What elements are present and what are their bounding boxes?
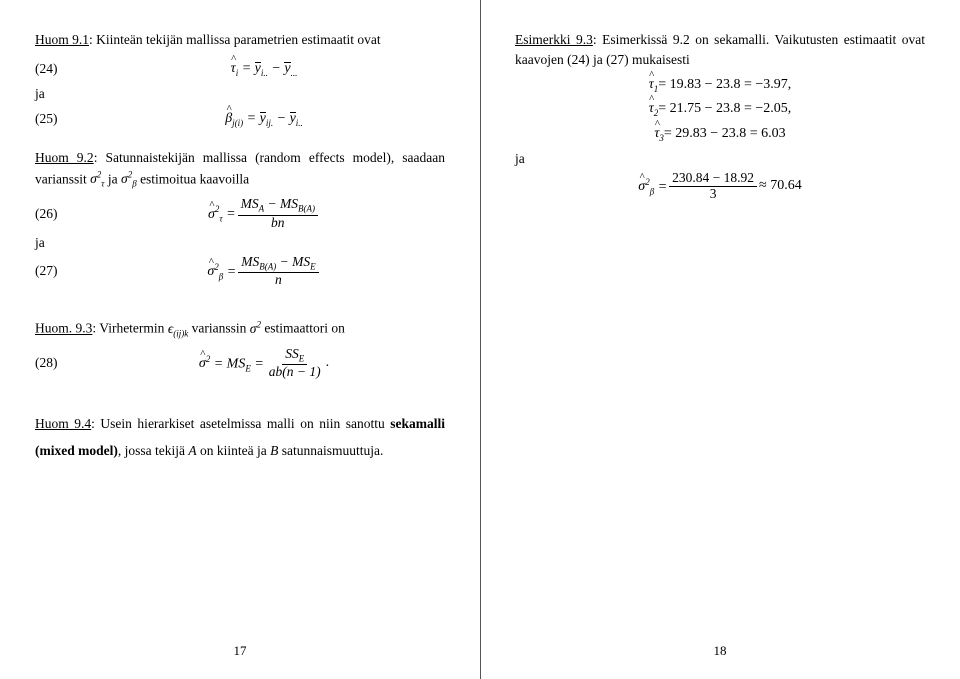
- eq27-row: (27) σ2β = MSB(A) − MSE n: [35, 255, 445, 288]
- eq28-num: (28): [35, 355, 83, 371]
- tau2-eq: τ2 = 21.75 − 23.8 = −2.05,: [515, 101, 925, 118]
- eq24-row: (24) τi = yi.. − y...: [35, 56, 445, 82]
- huom91: Huom 9.1: Kiinteän tekijän mallissa para…: [35, 30, 445, 50]
- ja-2: ja: [35, 235, 445, 251]
- eq25-row: (25) βj(i) = yij. − yi..: [35, 106, 445, 132]
- huom93-label: Huom. 9.3: [35, 321, 92, 336]
- esim-label: Esimerkki 9.3: [515, 32, 593, 47]
- huom94-label: Huom 9.4: [35, 416, 91, 431]
- eq28-body: σ2 = MSE = SSE ab(n − 1) .: [83, 347, 445, 380]
- huom93: Huom. 9.3: Virhetermin ϵ(ij)k varianssin…: [35, 318, 445, 341]
- esim93: Esimerkki 9.3: Esimerkissä 9.2 on sekama…: [515, 30, 925, 71]
- ja-right: ja: [515, 151, 925, 167]
- eq25-body: βj(i) = yij. − yi..: [83, 111, 445, 128]
- eq28-row: (28) σ2 = MSE = SSE ab(n − 1) .: [35, 347, 445, 380]
- eq27-body: σ2β = MSB(A) − MSE n: [83, 255, 445, 288]
- eq24-num: (24): [35, 61, 83, 77]
- ja-1: ja: [35, 86, 445, 102]
- eq26-body: σ2τ = MSA − MSB(A) bn: [83, 197, 445, 230]
- eq26-num: (26): [35, 206, 83, 222]
- right-page-number: 18: [515, 631, 925, 659]
- huom94: Huom 9.4: Usein hierarkiset asetelmissa …: [35, 410, 445, 464]
- tau3-eq: τ3 = 29.83 − 23.8 = 6.03: [515, 126, 925, 143]
- huom92-label: Huom 9.2: [35, 150, 94, 165]
- huom91-label: Huom 9.1: [35, 32, 89, 47]
- huom92: Huom 9.2: Satunnaistekijän mallissa (ran…: [35, 148, 445, 191]
- eq27-num: (27): [35, 263, 83, 279]
- eq26-row: (26) σ2τ = MSA − MSB(A) bn: [35, 197, 445, 230]
- sigma-beta-eq: σ2β = 230.84 − 18.92 3 ≈ 70.64: [515, 171, 925, 202]
- tau1-eq: τ1 = 19.83 − 23.8 = −3.97,: [515, 77, 925, 94]
- left-page-number: 17: [35, 631, 445, 659]
- eq25-num: (25): [35, 111, 83, 127]
- right-page: Esimerkki 9.3: Esimerkissä 9.2 on sekama…: [480, 0, 960, 679]
- left-page: Huom 9.1: Kiinteän tekijän mallissa para…: [0, 0, 480, 679]
- eq24-body: τi = yi.. − y...: [83, 61, 445, 78]
